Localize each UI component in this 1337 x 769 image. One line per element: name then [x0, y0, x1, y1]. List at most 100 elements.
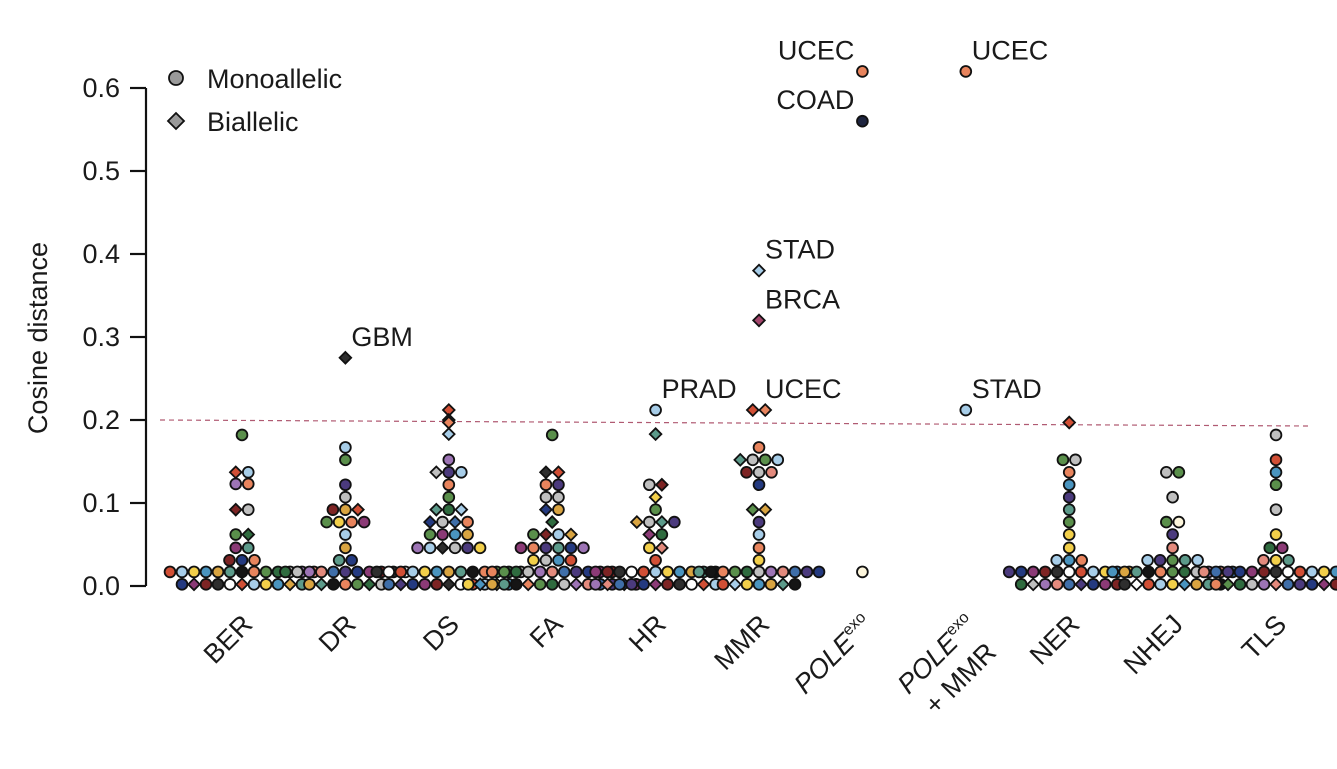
monoallelic-point — [241, 465, 255, 479]
monoallelic-point — [764, 565, 778, 579]
monoallelic-point — [1160, 515, 1173, 529]
monoallelic-point — [758, 453, 772, 467]
monoallelic-point — [959, 65, 973, 78]
monoallelic-point — [163, 565, 177, 579]
biallelic-point — [1220, 577, 1236, 592]
monoallelic-point — [539, 553, 553, 567]
monoallelic-point — [752, 478, 766, 492]
monoallelic-point — [1098, 578, 1112, 591]
monoallelic-point — [339, 478, 352, 492]
monoallelic-point — [552, 553, 565, 567]
biallelic-point — [435, 540, 450, 555]
monoallelic-point — [637, 565, 650, 579]
monoallelic-point — [1038, 565, 1052, 579]
monoallelic-point — [765, 465, 778, 479]
monoallelic-point — [776, 565, 790, 579]
monoallelic-point — [1062, 478, 1076, 492]
biallelic-point — [338, 350, 353, 365]
monoallelic-point — [1142, 578, 1155, 591]
category-label: FA — [524, 609, 569, 654]
monoallelic-point — [685, 578, 698, 591]
monoallelic-point — [533, 578, 547, 591]
monoallelic-point — [552, 503, 565, 516]
monoallelic-point — [418, 578, 432, 591]
monoallelic-point — [1075, 553, 1088, 567]
monoallelic-point — [1245, 565, 1259, 579]
monoallelic-point — [448, 528, 462, 541]
monoallelic-point — [199, 565, 213, 579]
monoallelic-point — [339, 541, 352, 555]
annotation-label: STAD — [972, 374, 1042, 404]
monoallelic-point — [315, 565, 328, 579]
monoallelic-point — [509, 565, 523, 579]
monoallelic-point — [545, 428, 559, 442]
monoallelic-point — [1050, 565, 1064, 579]
monoallelic-point — [1142, 565, 1155, 579]
biallelic-point — [1026, 577, 1041, 592]
monoallelic-point — [673, 578, 686, 591]
monoallelic-point — [557, 578, 571, 591]
monoallelic-point — [521, 565, 535, 579]
monoallelic-point — [394, 565, 408, 579]
monoallelic-point — [752, 553, 766, 567]
annotation-label: UCEC — [778, 35, 855, 65]
monoallelic-point — [320, 515, 333, 529]
monoallelic-point — [461, 578, 475, 591]
monoallelic-point — [856, 65, 869, 78]
monoallelic-point — [211, 565, 225, 579]
monoallelic-point — [382, 578, 396, 591]
monoallelic-point — [1197, 565, 1211, 579]
monoallelic-point — [539, 478, 553, 492]
monoallelic-point — [291, 565, 304, 579]
biallelic-point — [454, 502, 469, 517]
annotations: GBM UCEC COAD STAD BRCA PRAD UCEC UCEC STAD — [351, 35, 1048, 404]
monoallelic-point — [241, 503, 255, 516]
monoallelic-point — [625, 578, 638, 591]
monoallelic-point — [527, 528, 540, 541]
monoallelic-point — [259, 565, 273, 579]
biallelic-point — [186, 577, 202, 592]
monoallelic-point — [1269, 553, 1283, 567]
monoallelic-point — [649, 553, 662, 567]
monoallelic-point — [1293, 565, 1307, 579]
monoallelic-point — [771, 453, 785, 467]
monoallelic-point — [1282, 553, 1295, 567]
monoallelic-point — [601, 565, 614, 579]
category-label: HR — [623, 609, 672, 658]
monoallelic-point — [856, 565, 869, 579]
biallelic-point — [775, 577, 791, 592]
biallelic-point — [1129, 577, 1144, 592]
monoallelic-point — [1062, 528, 1076, 541]
monoallelic-point — [1062, 503, 1076, 516]
monoallelic-point — [552, 528, 565, 541]
monoallelic-point — [175, 565, 189, 579]
biallelic-point — [1062, 415, 1077, 430]
biallelic-point — [600, 577, 615, 592]
monoallelic-point — [752, 528, 766, 541]
biallelic-point — [473, 577, 488, 592]
monoallelic-point — [1329, 565, 1337, 579]
monoallelic-point — [357, 515, 371, 529]
monoallelic-point — [740, 565, 754, 579]
monoallelic-point — [229, 528, 243, 541]
monoallelic-point — [1160, 465, 1173, 479]
monoallelic-point — [1305, 565, 1319, 579]
monoallelic-point — [235, 565, 249, 579]
monoallelic-point — [485, 578, 499, 591]
monoallelic-point — [442, 453, 456, 467]
category-label: BER — [198, 609, 258, 669]
biallelic-point — [241, 527, 256, 542]
biallelic-point — [429, 465, 444, 480]
biallelic-point — [1316, 577, 1332, 592]
monoallelic-point — [223, 553, 236, 567]
monoallelic-point — [351, 565, 364, 579]
monoallelic-point — [1245, 578, 1259, 591]
monoallelic-point — [1166, 553, 1179, 567]
monoallelic-point — [812, 565, 826, 579]
monoallelic-point — [692, 565, 706, 579]
monoallelic-point — [332, 515, 346, 529]
monoallelic-point — [1257, 578, 1271, 591]
monoallelic-point — [199, 578, 213, 591]
monoallelic-point — [370, 565, 384, 579]
monoallelic-point — [613, 565, 626, 579]
